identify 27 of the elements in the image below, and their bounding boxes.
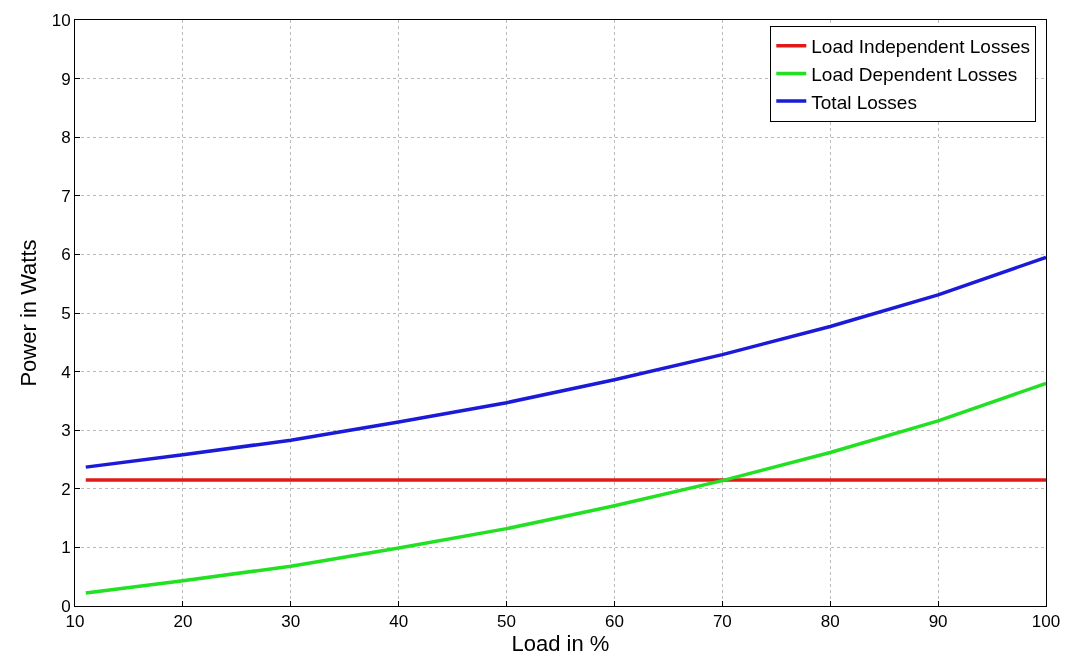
x-tick-label: 100	[1031, 612, 1061, 632]
x-tick-label: 90	[928, 612, 948, 632]
y-tick-label: 2	[61, 479, 71, 499]
line-series	[84, 255, 1046, 469]
legend-label: Load Dependent Losses	[811, 63, 1018, 85]
legend-label: Total Losses	[811, 91, 917, 113]
x-tick-label: 40	[389, 612, 409, 632]
x-tick-label: 50	[497, 612, 517, 632]
x-tick-label: 20	[173, 612, 193, 632]
y-tick-label: 6	[61, 245, 71, 265]
y-tick-label: 10	[51, 10, 71, 30]
x-tick-label: 70	[712, 612, 732, 632]
y-tick-label: 8	[61, 128, 71, 148]
y-tick-label: 5	[61, 303, 71, 323]
y-tick-label: 1	[61, 538, 71, 558]
y-tick-label: 3	[61, 421, 71, 441]
y-axis-title: Power in Watts	[16, 239, 42, 387]
x-tick-label: 60	[604, 612, 624, 632]
x-tick-label: 80	[820, 612, 840, 632]
line-series	[84, 381, 1046, 595]
legend-label: Load Independent Losses	[811, 36, 1030, 58]
y-tick-label: 4	[61, 362, 71, 382]
y-tick-label: 0	[61, 596, 71, 616]
x-axis-title: Load in %	[511, 631, 610, 657]
y-tick-label: 7	[61, 186, 71, 206]
x-tick-label: 30	[281, 612, 301, 632]
y-tick-label: 9	[61, 69, 71, 89]
